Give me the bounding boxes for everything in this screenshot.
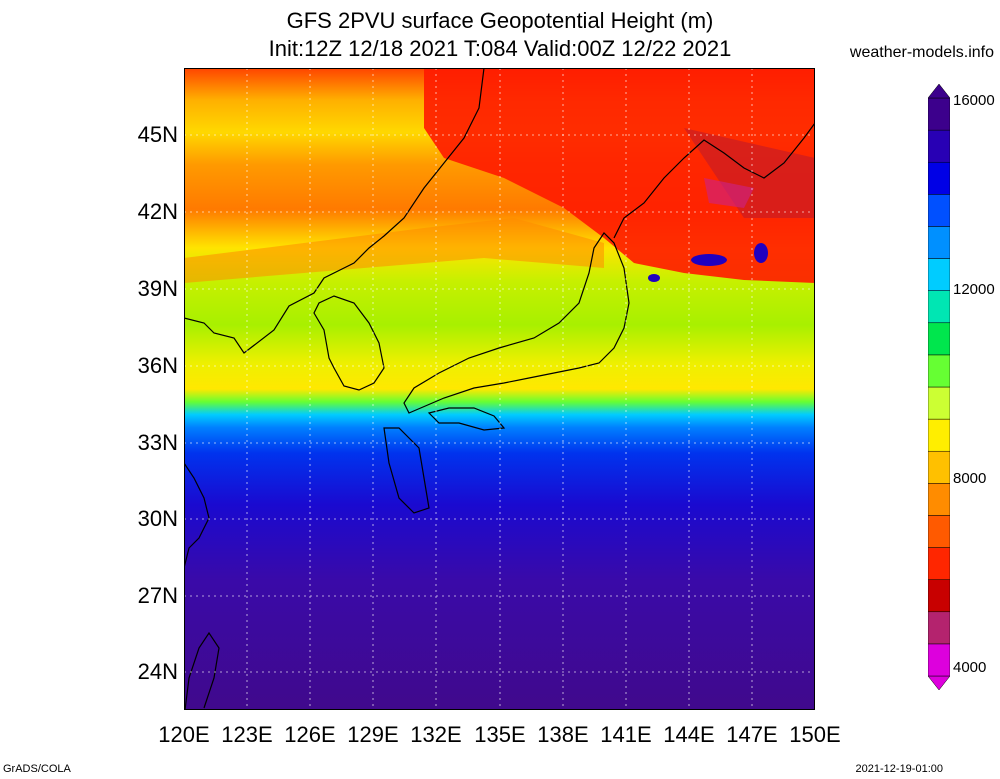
colorbar-segment	[928, 97, 950, 131]
colorbar-segment	[928, 418, 950, 452]
lon-label: 123E	[221, 722, 273, 747]
colorbar-segment	[928, 386, 950, 420]
colorbar-segment	[928, 258, 950, 291]
source-site: weather-models.info	[849, 44, 994, 61]
lon-label: 120E	[158, 722, 210, 747]
colorbar-segment	[928, 450, 950, 484]
lon-label: 129E	[347, 722, 399, 747]
colorbar-high-arrow	[928, 84, 950, 99]
colorbar-segment	[928, 354, 950, 388]
lon-label: 150E	[789, 722, 841, 747]
lat-label: 24N	[137, 659, 178, 684]
colorbar-segment	[928, 643, 950, 677]
colorbar-segment	[928, 515, 950, 548]
colorbar-segment	[928, 322, 950, 356]
map-subtitle: Init:12Z 12/18 2021 T:084 Valid:00Z 12/2…	[268, 36, 732, 61]
colorbar-label: 12000	[953, 281, 995, 298]
lon-label: 135E	[474, 722, 526, 747]
colorbar-segment	[928, 129, 950, 163]
footer-credit: GrADS/COLA	[3, 763, 71, 775]
colorbar-label: 8000	[953, 470, 987, 487]
lat-label: 36N	[137, 353, 178, 378]
colorbar-low-arrow	[928, 675, 950, 690]
geopotential-map	[184, 68, 815, 710]
colorbar-segment	[928, 194, 950, 227]
map-title: GFS 2PVU surface Geopotential Height (m)	[286, 8, 714, 33]
lat-label: 27N	[137, 583, 178, 608]
colorbar-segment	[928, 226, 950, 259]
colorbar-label: 16000	[953, 92, 995, 109]
colorbar-segment	[928, 483, 950, 516]
colorbar-segment	[928, 161, 950, 195]
lat-label: 30N	[137, 506, 178, 531]
colorbar-segment	[928, 579, 950, 613]
lon-label: 138E	[537, 722, 589, 747]
colorbar-segment	[928, 611, 950, 645]
lon-label: 126E	[284, 722, 336, 747]
lon-label: 132E	[410, 722, 462, 747]
lat-label: 45N	[137, 122, 178, 147]
colorbar-segment	[928, 290, 950, 324]
colorbar	[928, 84, 950, 690]
colorbar-label: 4000	[953, 659, 987, 676]
lat-label: 42N	[137, 199, 178, 224]
lon-label: 144E	[663, 722, 715, 747]
lat-label: 39N	[137, 276, 178, 301]
colorbar-segment	[928, 547, 950, 580]
footer-timestamp: 2021-12-19-01:00	[855, 763, 943, 775]
lon-label: 147E	[726, 722, 778, 747]
lon-label: 141E	[600, 722, 652, 747]
lat-label: 33N	[137, 430, 178, 455]
